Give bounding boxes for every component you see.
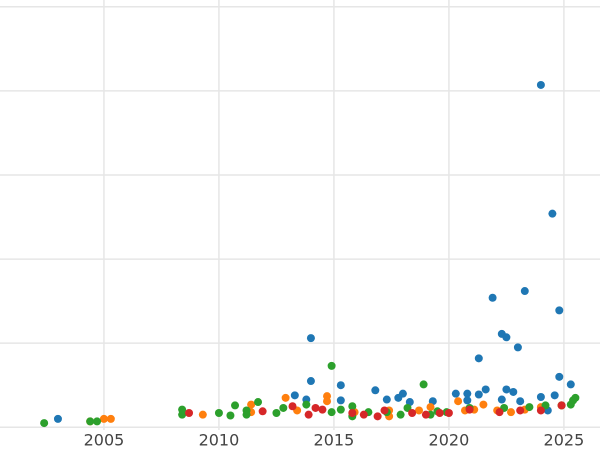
point xyxy=(403,403,412,412)
point xyxy=(327,361,336,370)
point xyxy=(435,408,444,417)
point xyxy=(555,306,564,315)
point xyxy=(373,412,382,421)
point xyxy=(185,408,194,417)
point xyxy=(408,408,417,417)
point xyxy=(454,397,463,406)
point xyxy=(507,408,516,417)
point xyxy=(536,80,545,89)
point xyxy=(336,405,345,414)
point xyxy=(231,401,240,410)
point xyxy=(40,419,49,428)
point xyxy=(306,334,315,343)
point xyxy=(242,410,251,419)
point xyxy=(571,393,580,402)
point xyxy=(548,209,557,218)
point xyxy=(198,410,207,419)
point xyxy=(463,396,472,405)
point xyxy=(281,393,290,402)
point xyxy=(479,400,488,409)
point xyxy=(451,389,460,398)
point xyxy=(497,395,506,404)
point xyxy=(382,395,391,404)
point xyxy=(509,387,518,396)
x-tick-label: 2010 xyxy=(199,431,240,450)
point xyxy=(290,391,299,400)
point xyxy=(348,408,357,417)
point xyxy=(304,410,313,419)
point xyxy=(247,400,256,409)
point xyxy=(520,287,529,296)
point xyxy=(323,397,332,406)
point xyxy=(288,402,297,411)
point xyxy=(254,398,263,407)
point xyxy=(398,389,407,398)
x-tick-label: 2005 xyxy=(84,431,125,450)
point xyxy=(306,377,315,386)
point xyxy=(86,417,95,426)
x-tick-label: 2020 xyxy=(429,431,470,450)
point xyxy=(415,406,424,415)
point xyxy=(302,400,311,409)
point xyxy=(214,408,223,417)
point xyxy=(525,403,534,412)
point xyxy=(516,406,525,415)
point xyxy=(396,410,405,419)
point xyxy=(474,390,483,399)
point xyxy=(550,391,559,400)
point xyxy=(444,408,453,417)
point xyxy=(178,410,187,419)
point xyxy=(495,408,504,417)
point xyxy=(421,410,430,419)
point xyxy=(336,396,345,405)
point xyxy=(555,372,564,381)
point xyxy=(488,293,497,302)
x-tick-label: 2015 xyxy=(314,431,355,450)
point xyxy=(311,403,320,412)
point xyxy=(541,401,550,410)
point xyxy=(318,405,327,414)
point xyxy=(557,401,566,410)
point xyxy=(426,403,435,412)
point xyxy=(516,397,525,406)
point xyxy=(359,410,368,419)
point xyxy=(258,407,267,416)
point xyxy=(513,343,522,352)
point xyxy=(279,403,288,412)
point xyxy=(371,386,380,395)
point xyxy=(536,393,545,402)
point xyxy=(380,406,389,415)
point xyxy=(566,380,575,389)
point xyxy=(53,414,62,423)
point xyxy=(336,381,345,390)
point xyxy=(419,380,428,389)
point xyxy=(226,411,235,420)
point xyxy=(474,354,483,363)
point xyxy=(502,385,511,394)
point xyxy=(99,414,108,423)
point xyxy=(327,408,336,417)
point xyxy=(348,402,357,411)
point xyxy=(106,414,115,423)
point xyxy=(272,408,281,417)
point xyxy=(502,333,511,342)
point xyxy=(93,417,102,426)
point xyxy=(463,389,472,398)
point xyxy=(465,405,474,414)
x-tick-label: 2025 xyxy=(544,431,585,450)
point xyxy=(481,385,490,394)
point xyxy=(536,406,545,415)
